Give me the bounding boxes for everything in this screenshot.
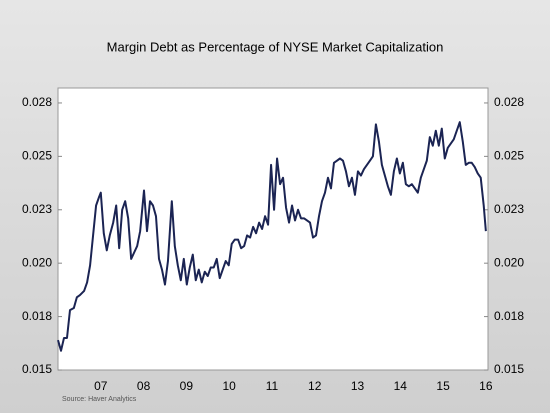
x-tick-label: 11 (266, 379, 279, 393)
y-tick-label: 0.015 (22, 362, 52, 376)
x-tick-label: 09 (180, 379, 194, 393)
y2-tick-label: 0.015 (494, 362, 524, 376)
y-tick-label: 0.020 (22, 255, 52, 269)
x-tick-label: 10 (222, 379, 236, 393)
source-note: Source: Haver Analytics (62, 396, 137, 403)
y-tick-label: 0.025 (22, 149, 52, 163)
x-tick-label: 07 (94, 379, 108, 393)
y2-tick-label: 0.023 (494, 202, 524, 216)
plot-area (57, 87, 489, 371)
y-tick-label: 0.023 (22, 202, 52, 216)
x-tick-label: 16 (479, 379, 493, 393)
y-tick-label: 0.018 (22, 309, 52, 323)
x-tick-label: 12 (308, 379, 322, 393)
x-tick-label: 15 (436, 379, 450, 393)
x-tick-label: 08 (137, 379, 151, 393)
y2-tick-label: 0.020 (494, 255, 524, 269)
y2-tick-label: 0.028 (494, 95, 524, 109)
y2-tick-label: 0.025 (494, 149, 524, 163)
chart-title: Margin Debt as Percentage of NYSE Market… (107, 39, 444, 54)
y2-tick-label: 0.018 (494, 309, 524, 323)
x-tick-label: 14 (394, 379, 408, 393)
x-tick-label: 13 (351, 379, 365, 393)
y-tick-label: 0.028 (22, 95, 52, 109)
data-line (57, 121, 487, 352)
